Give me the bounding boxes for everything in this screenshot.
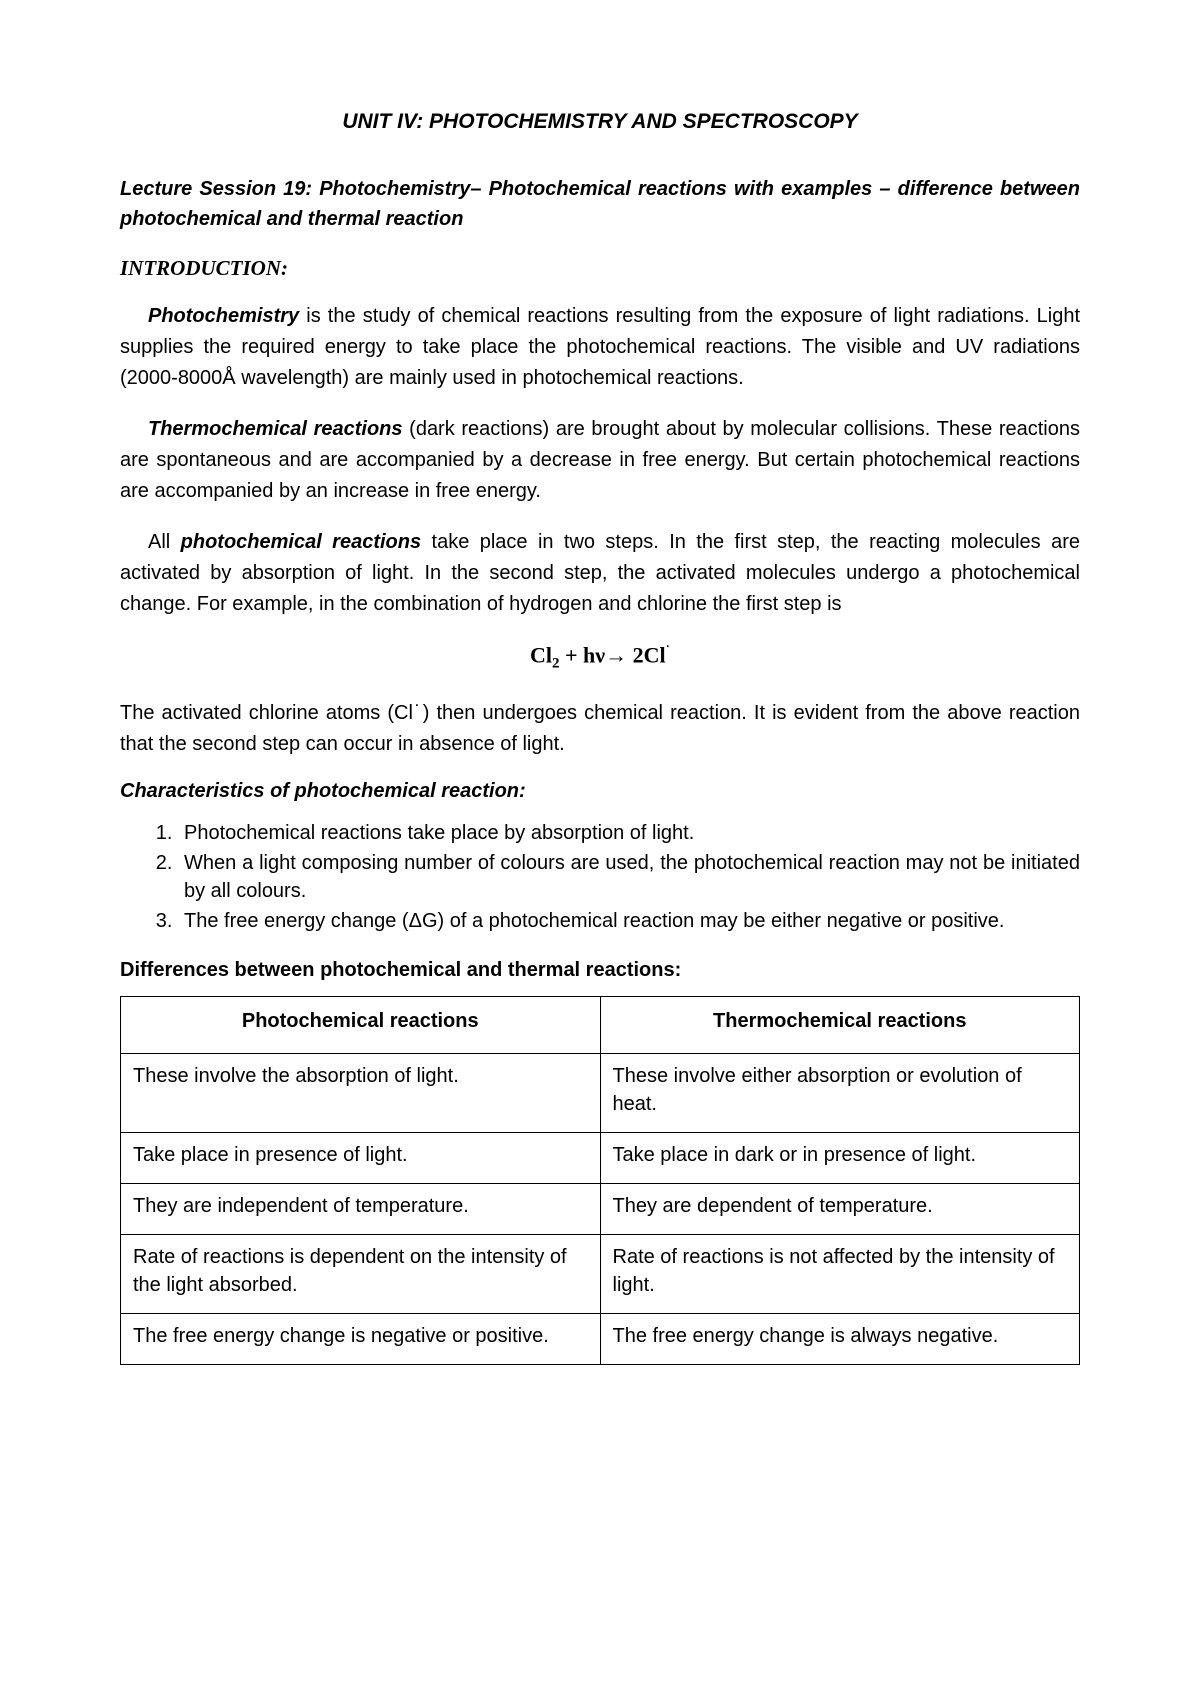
list-item: The free energy change (ΔG) of a photoch… [178, 907, 1080, 935]
table-cell: They are independent of temperature. [121, 1183, 601, 1234]
comparison-table: Photochemical reactions Thermochemical r… [120, 996, 1080, 1365]
table-cell: Rate of reactions is dependent on the in… [121, 1234, 601, 1313]
paragraph-photochemical-steps: All photochemical reactions take place i… [120, 527, 1080, 620]
eq-cl: Cl [530, 642, 552, 667]
table-cell: These involve either absorption or evolu… [600, 1053, 1080, 1132]
differences-heading: Differences between photochemical and th… [120, 959, 1080, 982]
list-item: Photochemical reactions take place by ab… [178, 819, 1080, 847]
page-title: UNIT IV: PHOTOCHEMISTRY AND SPECTROSCOPY [120, 110, 1080, 134]
eq-dot: ˙ [666, 642, 670, 657]
table-header-row: Photochemical reactions Thermochemical r… [121, 996, 1080, 1053]
term-thermochemical: Thermochemical reactions [148, 418, 403, 440]
table-row: Rate of reactions is dependent on the in… [121, 1234, 1080, 1313]
paragraph-thermochemical: Thermochemical reactions (dark reactions… [120, 414, 1080, 507]
lecture-heading: Lecture Session 19: Photochemistry– Phot… [120, 174, 1080, 234]
eq-sub2: 2 [552, 656, 560, 672]
table-cell: These involve the absorption of light. [121, 1053, 601, 1132]
table-cell: They are dependent of temperature. [600, 1183, 1080, 1234]
characteristics-list: Photochemical reactions take place by ab… [178, 819, 1080, 935]
eq-plus-hv: + hν→ 2Cl [560, 642, 666, 667]
table-row: These involve the absorption of light. T… [121, 1053, 1080, 1132]
table-header-thermochemical: Thermochemical reactions [600, 996, 1080, 1053]
table-header-photochemical: Photochemical reactions [121, 996, 601, 1053]
list-item: When a light composing number of colours… [178, 849, 1080, 905]
table-cell: The free energy change is always negativ… [600, 1313, 1080, 1364]
paragraph-activated-chlorine: The activated chlorine atoms (Cl˙) then … [120, 698, 1080, 760]
table-cell: Rate of reactions is not affected by the… [600, 1234, 1080, 1313]
table-cell: Take place in dark or in presence of lig… [600, 1132, 1080, 1183]
table-row: The free energy change is negative or po… [121, 1313, 1080, 1364]
term-photochemical-reactions: photochemical reactions [181, 531, 421, 553]
table-cell: Take place in presence of light. [121, 1132, 601, 1183]
para3-pre: All [148, 531, 181, 553]
term-photochemistry: Photochemistry [148, 305, 299, 327]
characteristics-heading: Characteristics of photochemical reactio… [120, 780, 1080, 803]
equation-chlorine: Cl2 + hν→ 2Cl˙ [120, 642, 1080, 673]
table-cell: The free energy change is negative or po… [121, 1313, 601, 1364]
table-row: They are independent of temperature. The… [121, 1183, 1080, 1234]
paragraph-photochemistry: Photochemistry is the study of chemical … [120, 301, 1080, 394]
introduction-heading: INTRODUCTION: [120, 256, 1080, 281]
table-row: Take place in presence of light. Take pl… [121, 1132, 1080, 1183]
